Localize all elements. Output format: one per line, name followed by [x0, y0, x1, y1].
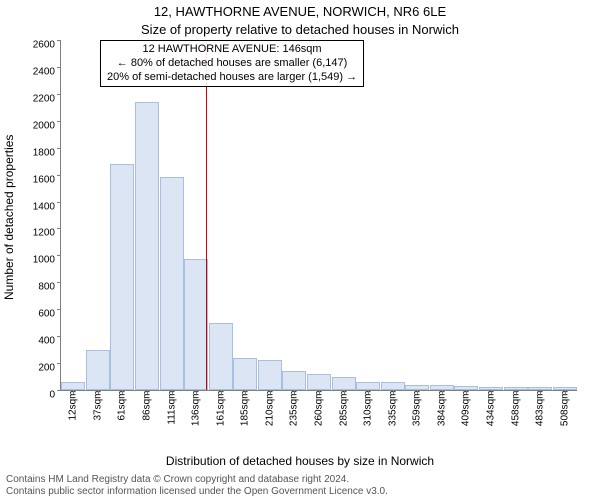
annotation-line-2: ← 80% of detached houses are smaller (6,…	[107, 57, 357, 71]
x-tick-label: 12sqm	[68, 391, 79, 421]
x-tick-label: 508sqm	[559, 391, 570, 427]
x-tick-label: 384sqm	[436, 391, 447, 427]
y-tick-label: 1600	[23, 174, 55, 185]
footer-line-2: Contains public sector information licen…	[6, 486, 594, 498]
x-tick-label: 37sqm	[92, 391, 103, 421]
annotation-box: 12 HAWTHORNE AVENUE: 146sqm ← 80% of det…	[100, 40, 364, 87]
y-tick-label: 2000	[23, 120, 55, 131]
histogram-bar	[209, 323, 233, 390]
histogram-bar	[282, 371, 306, 390]
y-tick-label: 1000	[23, 255, 55, 266]
y-tick-label: 600	[23, 309, 55, 320]
plot-area: 0200400600800100012001400160018002000220…	[60, 40, 577, 391]
x-tick-label: 409sqm	[461, 391, 472, 427]
annotation-line-3: 20% of semi-detached houses are larger (…	[107, 71, 357, 85]
x-tick-label: 335sqm	[387, 391, 398, 427]
y-tick-label: 2200	[23, 93, 55, 104]
footer-attribution: Contains HM Land Registry data © Crown c…	[6, 474, 594, 498]
histogram-chart: 12, HAWTHORNE AVENUE, NORWICH, NR6 6LE S…	[0, 0, 600, 500]
histogram-bar	[307, 374, 331, 390]
histogram-bar	[381, 382, 405, 390]
x-tick-label: 210sqm	[264, 391, 275, 427]
x-tick-label: 434sqm	[486, 391, 497, 427]
x-tick-label: 285sqm	[338, 391, 349, 427]
chart-title-main: 12, HAWTHORNE AVENUE, NORWICH, NR6 6LE	[0, 4, 600, 19]
y-tick-label: 1200	[23, 228, 55, 239]
footer-line-1: Contains HM Land Registry data © Crown c…	[6, 474, 594, 486]
x-tick-label: 359sqm	[412, 391, 423, 427]
x-tick-label: 61sqm	[117, 391, 128, 421]
x-tick-label: 483sqm	[535, 391, 546, 427]
histogram-bar	[110, 164, 134, 390]
histogram-bar	[160, 177, 184, 390]
x-tick-label: 260sqm	[314, 391, 325, 427]
x-tick-label: 235sqm	[289, 391, 300, 427]
y-tick-label: 200	[23, 363, 55, 374]
histogram-bar	[86, 350, 110, 390]
y-axis-label: Number of detached properties	[2, 135, 16, 300]
x-axis-label: Distribution of detached houses by size …	[0, 454, 600, 468]
histogram-bar	[61, 382, 85, 390]
x-tick-label: 86sqm	[142, 391, 153, 421]
y-tick-label: 2400	[23, 66, 55, 77]
x-tick-label: 111sqm	[166, 391, 177, 425]
annotation-line-1: 12 HAWTHORNE AVENUE: 146sqm	[107, 43, 357, 57]
y-tick-label: 2600	[23, 40, 55, 51]
x-tick-label: 310sqm	[363, 391, 374, 427]
x-tick-label: 136sqm	[191, 391, 202, 427]
y-tick-label: 0	[23, 390, 55, 401]
y-tick-label: 1800	[23, 147, 55, 158]
x-tick-label: 185sqm	[240, 391, 251, 427]
x-tick-label: 458sqm	[510, 391, 521, 427]
histogram-bar	[332, 377, 356, 390]
x-tick-label: 161sqm	[215, 391, 226, 427]
chart-title-sub: Size of property relative to detached ho…	[0, 22, 600, 37]
y-tick-label: 1400	[23, 201, 55, 212]
histogram-bar	[356, 382, 380, 390]
histogram-bar	[258, 360, 282, 390]
histogram-bar	[135, 102, 159, 390]
y-tick-label: 400	[23, 336, 55, 347]
histogram-bar	[233, 358, 257, 390]
histogram-bar	[184, 259, 208, 390]
property-marker-line	[206, 40, 207, 390]
y-tick-label: 800	[23, 282, 55, 293]
